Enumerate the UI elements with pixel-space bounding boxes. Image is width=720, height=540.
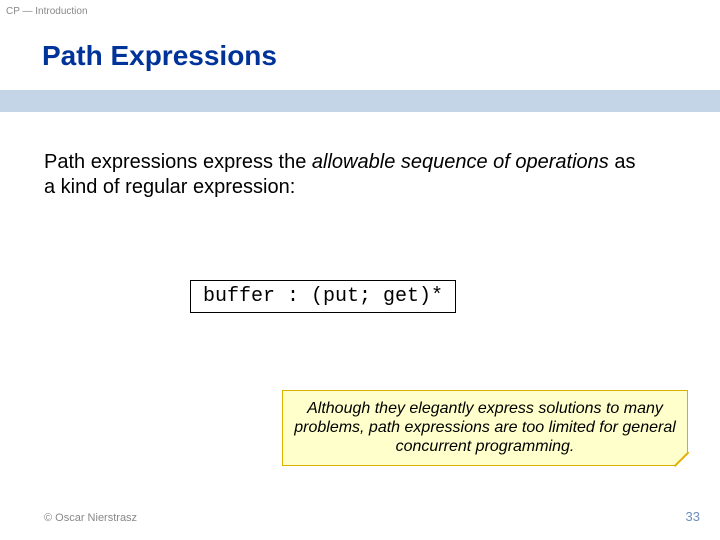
title-band — [0, 90, 720, 112]
body-italic-phrase: allowable sequence of operations — [312, 151, 609, 173]
footer-author: © Oscar Nierstrasz — [44, 512, 137, 524]
slide: CP — Introduction Path Expressions Path … — [0, 0, 720, 540]
header-label: CP — Introduction — [6, 6, 88, 17]
callout-text: Although they elegantly express solution… — [294, 400, 676, 455]
callout-box: Although they elegantly express solution… — [282, 390, 688, 466]
body-prefix: Path expressions express the — [44, 151, 312, 173]
page-number: 33 — [686, 509, 700, 524]
callout-fold-line — [673, 451, 687, 465]
body-text: Path expressions express the allowable s… — [44, 150, 644, 200]
slide-title: Path Expressions — [42, 40, 277, 72]
code-expression: buffer : (put; get)* — [190, 280, 456, 313]
